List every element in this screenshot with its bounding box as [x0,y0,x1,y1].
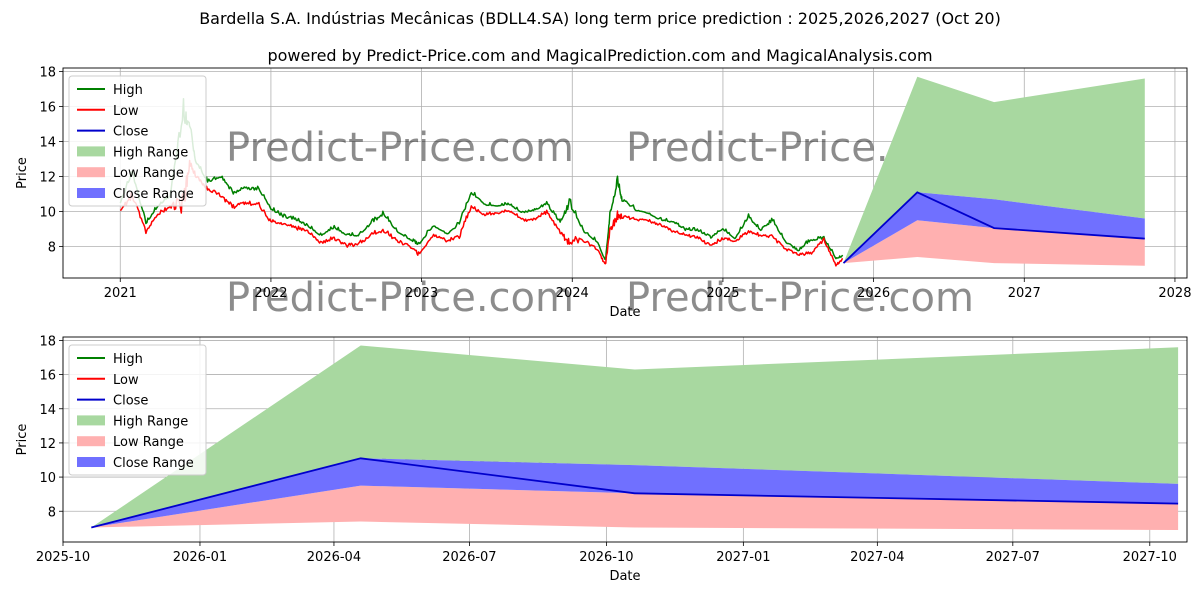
legend-swatch [77,188,105,198]
top-panel: Predict-Price.com Predict-Price.com Predic… [15,66,1191,322]
x-tick-label: 2026-04 [307,550,361,565]
top-panel-plot-area [119,76,1145,267]
legend-label: Close Range [113,456,194,471]
y-tick-label: 8 [48,505,56,520]
x-tick-label: 2023 [405,286,438,301]
x-tick-label: 2027-10 [1123,550,1177,565]
x-tick-label: 2026-10 [579,550,633,565]
legend-label: Close [113,125,148,140]
legend-label: Close Range [113,187,194,202]
y-tick-label: 16 [39,101,56,116]
low-line [119,159,843,267]
y-tick-label: 14 [39,136,56,151]
close-line [91,457,1179,529]
y-axis-label: Price [15,424,30,456]
x-tick-label: 2028 [1158,286,1191,301]
chart-title: Bardella S.A. Indústrias Mecânicas (BDLL… [199,9,1001,28]
top-panel-frame [62,67,1188,279]
y-tick-label: 16 [39,369,56,384]
y-tick-label: 10 [39,206,56,221]
legend-label: Low [113,104,139,119]
chart-subtitle: powered by Predict-Price.com and Magical… [267,46,933,65]
legend-label: Low Range [113,166,184,181]
x-tick-label: 2027 [1008,286,1041,301]
y-tick-label: 14 [39,403,56,418]
y-tick-label: 10 [39,471,56,486]
low-range-band [843,220,1145,266]
legend-label: High [113,83,143,98]
x-axis-label: Date [609,305,640,320]
x-tick-label: 2027-04 [850,550,904,565]
watermark-text: Predict-Price.com [626,275,974,321]
legend: High Low Close High Range Low Range Close Ran… [68,344,207,476]
watermark-text: Predict-Price.com [226,275,574,321]
y-axis-label: Price [15,157,30,189]
legend-label: High Range [113,145,188,160]
watermark-text: Predict-Price.com [226,125,574,171]
high-range-band [91,345,1179,528]
bottom-panel: Predict-Price.comPredict-Price.com2025-1… [15,334,1188,584]
y-tick-label: 12 [39,171,56,186]
legend-swatch [77,415,105,426]
x-tick-label: 2025-10 [36,550,90,565]
legend: High Low Close High Range Low Range Close Ran… [68,75,207,207]
legend-label: High [113,352,143,367]
legend-swatch [77,146,105,157]
high-range-band [843,76,1145,264]
legend-swatch [77,167,105,178]
y-tick-label: 8 [48,241,56,256]
x-tick-label: 2027-01 [716,550,770,565]
low-range-band [91,485,1179,530]
bottom-panel-plot-area [91,345,1179,530]
legend-label: Low [113,373,139,388]
close-line [842,191,1145,264]
legend-label: Low Range [113,435,184,450]
x-tick-label: 2027-07 [986,550,1040,565]
x-tick-label: 2025 [706,286,739,301]
legend-swatch [77,457,105,467]
x-tick-label: 2022 [254,286,287,301]
x-axis-label: Date [609,569,640,584]
y-tick-label: 18 [39,334,56,349]
y-tick-label: 18 [39,66,56,81]
high-line [119,97,844,261]
bottom-panel-frame [62,336,1188,543]
x-tick-label: 2024 [556,286,589,301]
y-tick-label: 12 [39,437,56,452]
x-tick-label: 2026-01 [173,550,227,565]
legend-label: High Range [113,414,188,429]
legend-swatch [77,436,105,447]
x-tick-label: 2026 [857,286,890,301]
x-tick-label: 2021 [104,286,137,301]
x-tick-label: 2026-07 [442,550,496,565]
legend-label: Close [113,394,148,409]
